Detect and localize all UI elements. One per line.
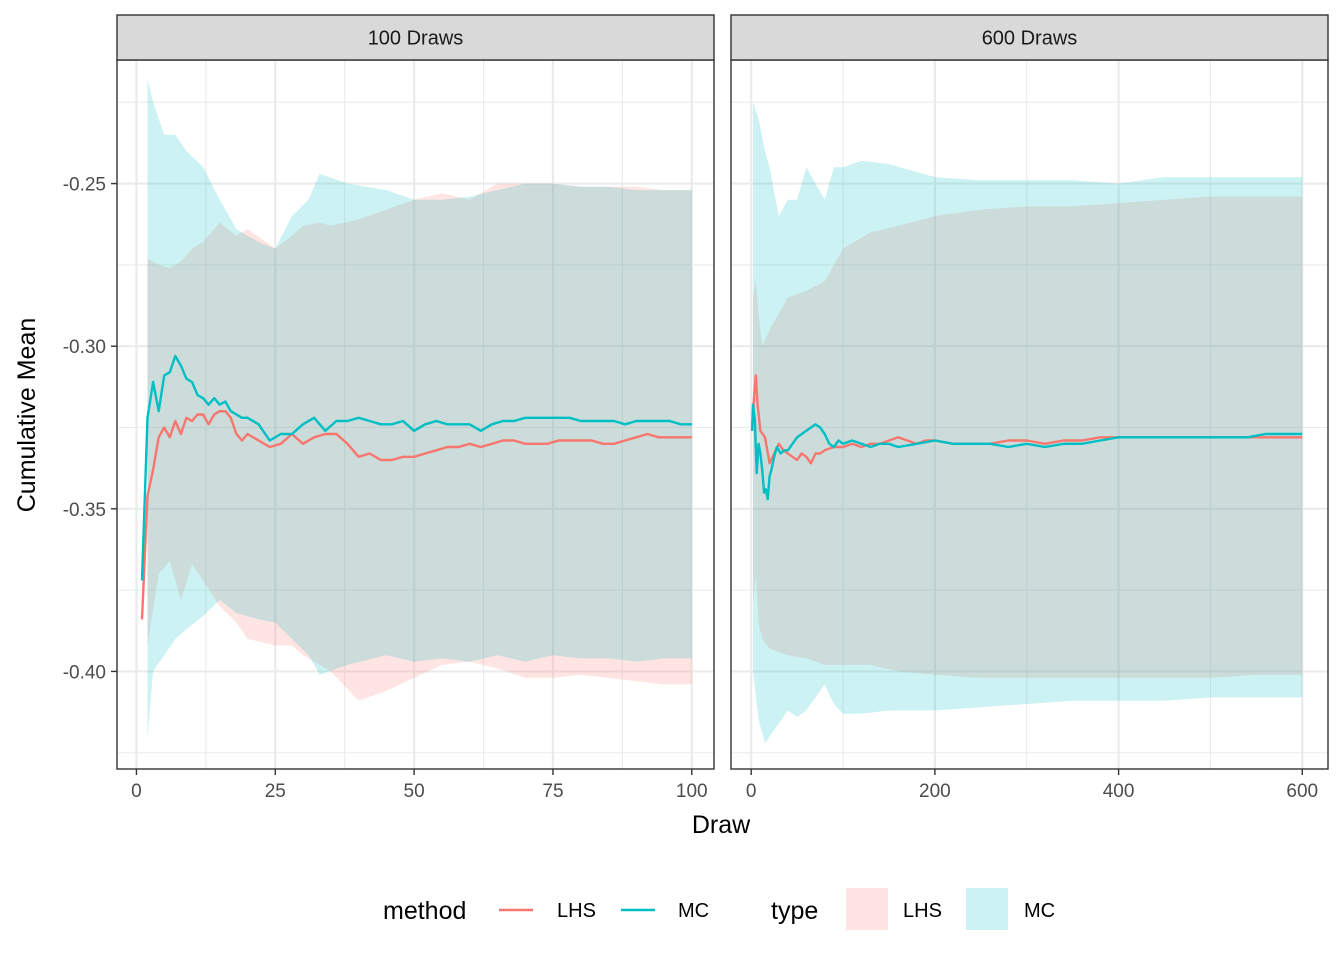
x-axis-title: Draw — [692, 811, 751, 839]
series-line-mc — [750, 403, 1303, 501]
x-tick-label: 400 — [1103, 781, 1135, 802]
x-tick-label: 600 — [1286, 781, 1318, 802]
panel-100-draws: 100 Draws 0 25 50 75 100 — [116, 14, 715, 802]
legend-type: type LHS MC — [771, 888, 1055, 930]
ribbon-lhs — [753, 196, 1303, 678]
legend-title: method — [383, 897, 466, 925]
legend-key-fill-lhs — [846, 888, 888, 930]
legend-label: MC — [1024, 900, 1055, 922]
legend-label: LHS — [557, 900, 596, 922]
legend-method: method LHS MC — [383, 897, 709, 925]
x-tick-label: 0 — [746, 781, 757, 802]
x-tick-label: 200 — [919, 781, 951, 802]
legend-label: MC — [678, 900, 709, 922]
legend: method LHS MC type LHS MC — [383, 888, 1055, 930]
legend-title: type — [771, 897, 818, 925]
x-tick-label: 50 — [404, 781, 425, 802]
y-tick-label: -0.30 — [63, 337, 106, 358]
legend-key-fill-mc — [966, 888, 1008, 930]
facet-strip-label: 600 Draws — [982, 28, 1078, 50]
panel-600-draws: 600 Draws 0 200 400 600 — [730, 14, 1329, 802]
y-axis-title: Cumulative Mean — [13, 318, 41, 513]
ribbon-lhs — [147, 183, 692, 701]
series-line-lhs — [140, 410, 692, 620]
y-axis: -0.40 -0.35 -0.30 -0.25 — [63, 175, 117, 683]
legend-label: LHS — [903, 900, 942, 922]
ribbon-mc — [753, 102, 1303, 744]
series-line-mc — [140, 354, 692, 581]
x-tick-label: 75 — [542, 781, 563, 802]
y-tick-label: -0.35 — [63, 500, 106, 521]
y-tick-label: -0.25 — [63, 175, 106, 196]
facet-strip — [730, 14, 1329, 61]
facet-strip-label: 100 Draws — [368, 28, 464, 50]
ribbon-mc — [147, 79, 692, 737]
facet-strip — [116, 14, 715, 61]
y-tick-label: -0.40 — [63, 662, 106, 683]
x-tick-label: 100 — [676, 781, 708, 802]
x-tick-label: 25 — [265, 781, 286, 802]
x-tick-label: 0 — [131, 781, 142, 802]
panel-background — [731, 60, 1328, 769]
